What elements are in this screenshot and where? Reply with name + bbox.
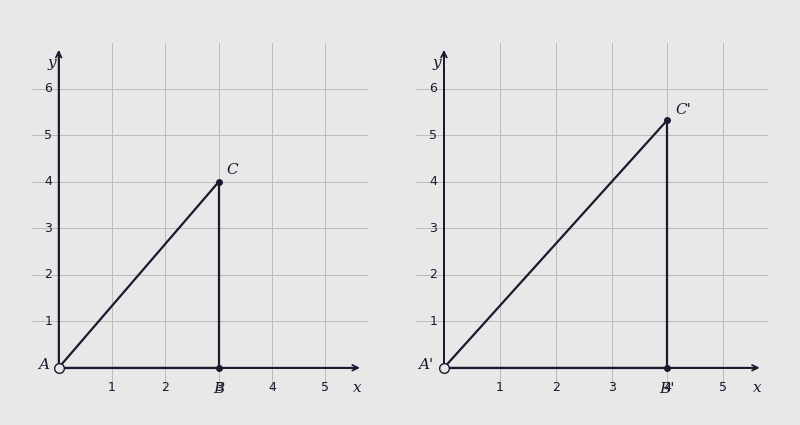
Text: 3: 3	[608, 381, 615, 394]
Text: 3: 3	[44, 222, 52, 235]
Text: 1: 1	[496, 381, 504, 394]
Text: 2: 2	[552, 381, 560, 394]
Text: y: y	[433, 57, 442, 71]
Text: 4: 4	[44, 176, 52, 188]
Text: A': A'	[418, 358, 434, 372]
Text: 1: 1	[44, 315, 52, 328]
Text: 5: 5	[322, 381, 330, 394]
Text: x: x	[353, 381, 362, 395]
Text: 2: 2	[162, 381, 170, 394]
Text: 3: 3	[214, 381, 222, 394]
Text: 3: 3	[430, 222, 438, 235]
Text: A: A	[38, 358, 49, 372]
Text: 5: 5	[430, 129, 438, 142]
Text: 1: 1	[430, 315, 438, 328]
Text: C: C	[226, 163, 238, 177]
Text: 6: 6	[44, 82, 52, 96]
Text: 6: 6	[430, 82, 438, 96]
Text: y: y	[48, 57, 57, 71]
Text: 1: 1	[108, 381, 116, 394]
Text: 5: 5	[44, 129, 52, 142]
Text: 5: 5	[719, 381, 727, 394]
Text: 4: 4	[430, 176, 438, 188]
Text: 2: 2	[44, 268, 52, 281]
Text: C': C'	[676, 103, 692, 117]
Text: x: x	[753, 381, 761, 395]
Text: B: B	[213, 382, 224, 396]
Text: 4: 4	[268, 381, 276, 394]
Text: 4: 4	[663, 381, 671, 394]
Text: 2: 2	[430, 268, 438, 281]
Text: B': B'	[660, 382, 675, 396]
